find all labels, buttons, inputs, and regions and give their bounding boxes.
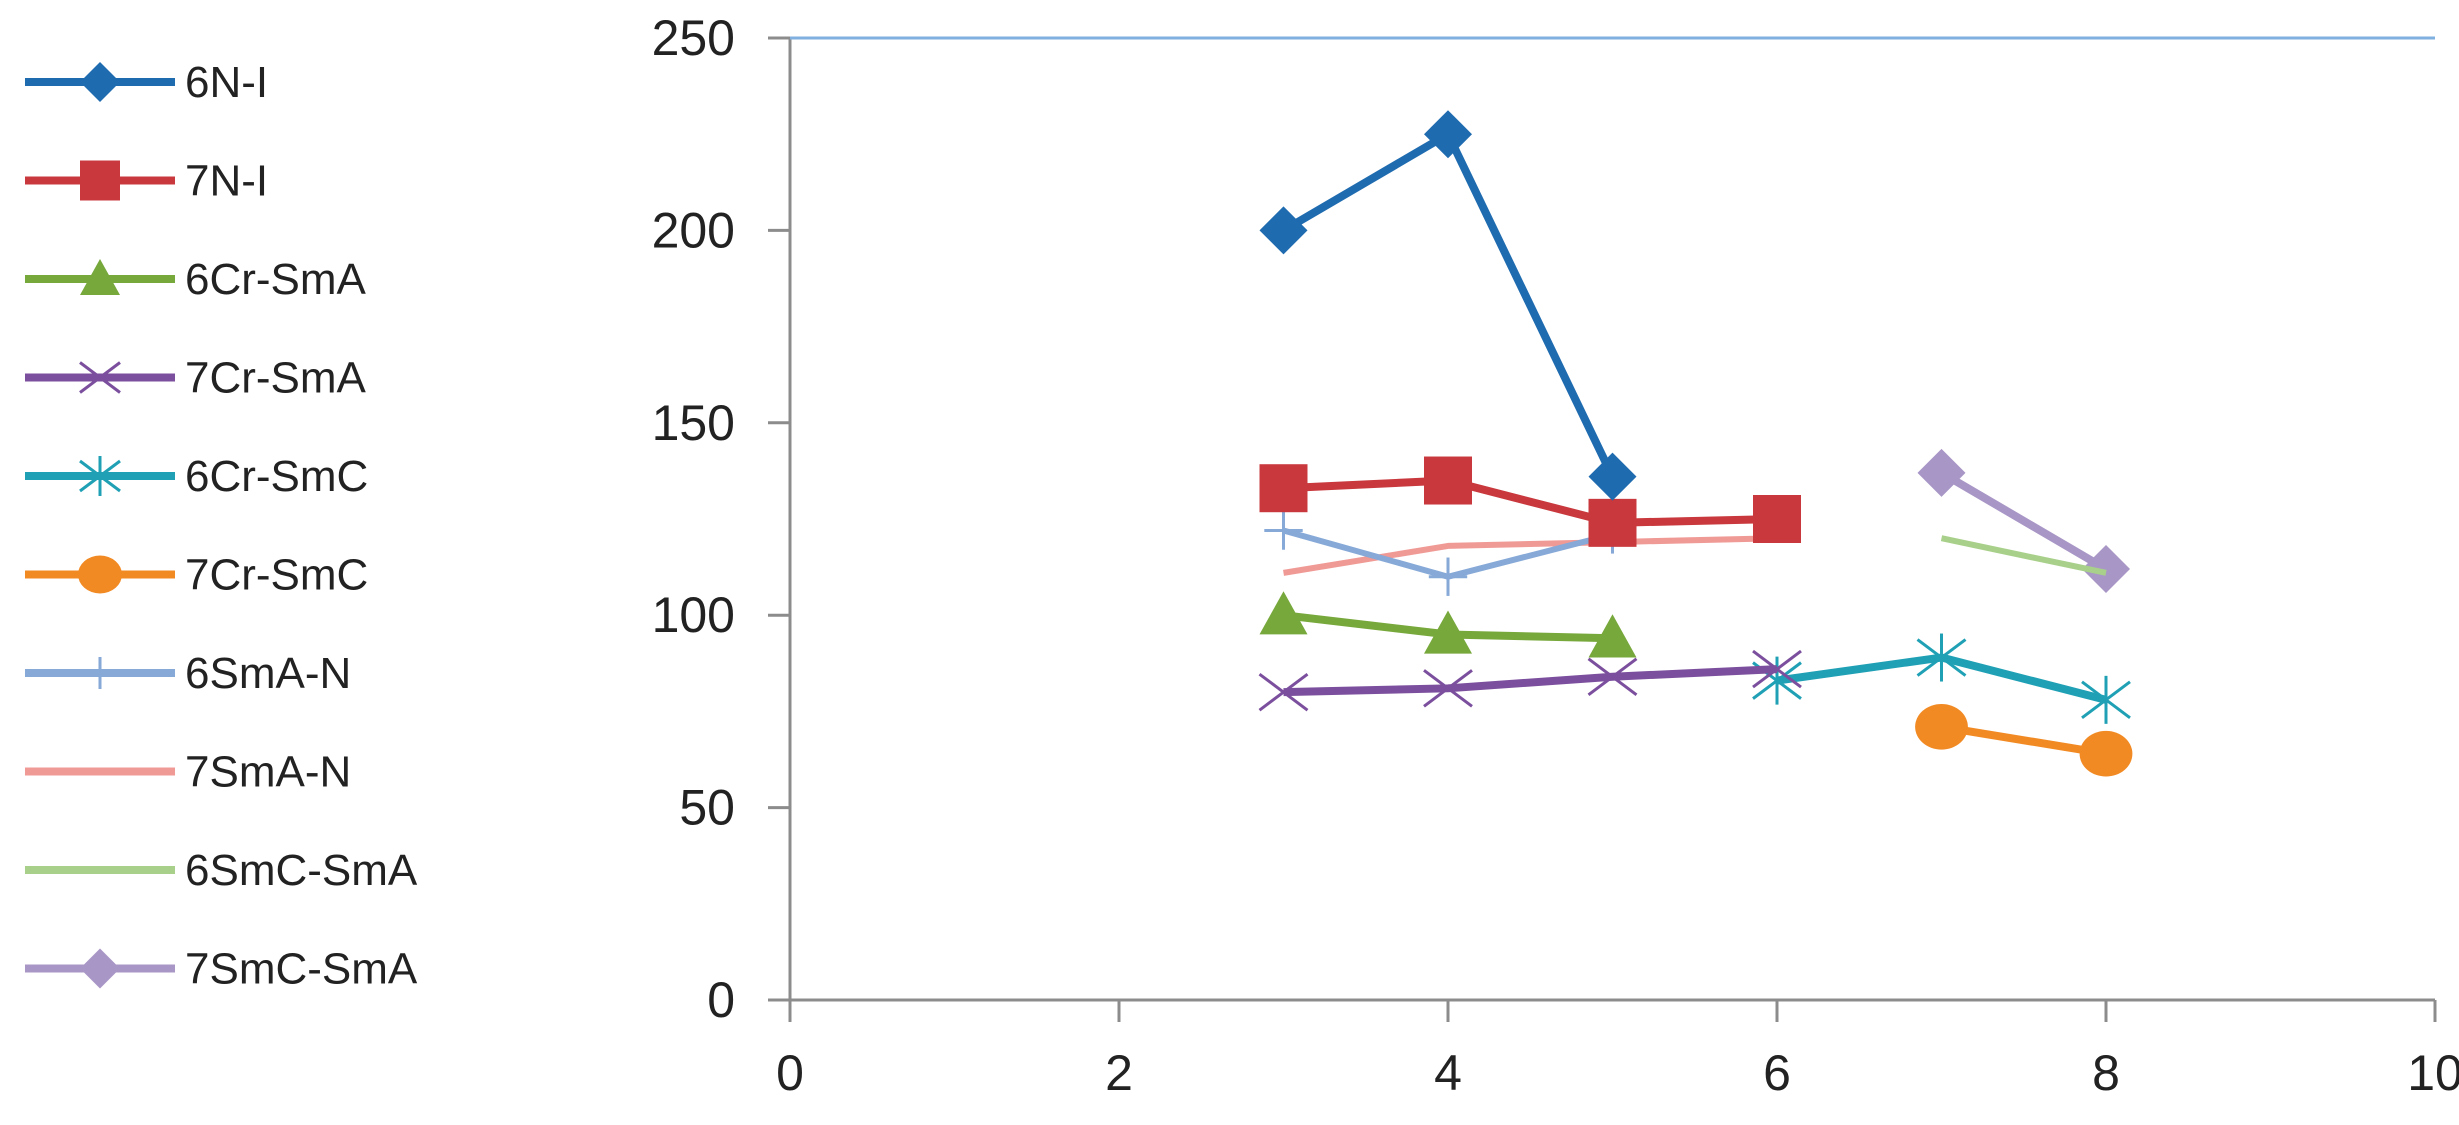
data-point-square: [80, 160, 120, 201]
series-6Cr-SmC: [1752, 633, 2131, 724]
x-tick-label: 4: [1434, 1045, 1462, 1101]
legend-item: 7Cr-SmC: [25, 551, 368, 600]
data-point-diamond: [1588, 452, 1637, 501]
data-point-circle: [1915, 703, 1968, 750]
chart-legend: 6N-I 7N-I 6Cr-SmA 7Cr-SmA 6Cr-SmC 7Cr-SmC 6SmA…: [25, 58, 418, 994]
series-7Cr-SmC: [1915, 703, 2133, 777]
series-7SmC-SmA: [1917, 448, 2130, 594]
chart-plot-area: [1258, 110, 2133, 777]
legend-label: 7SmC-SmA: [185, 945, 418, 994]
x-tick-label: 0: [776, 1045, 804, 1101]
data-point-x: [79, 361, 121, 394]
y-tick-label: 200: [652, 202, 735, 258]
legend-label: 6N-I: [185, 58, 268, 107]
legend-item: 6Cr-SmA: [25, 255, 367, 304]
series-6Cr-SmA: [1259, 591, 1637, 658]
data-point-square: [1753, 495, 1801, 543]
legend-label: 6SmC-SmA: [185, 846, 418, 895]
legend-label: 7SmA-N: [185, 748, 351, 797]
data-point-x: [1752, 649, 1802, 689]
data-point-triangle: [1588, 614, 1637, 658]
data-point-triangle: [1424, 610, 1472, 654]
series-line: [1940, 535, 2107, 576]
data-point-diamond: [1424, 110, 1472, 159]
legend-item: 7SmC-SmA: [25, 945, 418, 994]
data-point-square: [1424, 456, 1472, 505]
data-point-x: [1587, 657, 1638, 696]
legend-label: 7N-I: [185, 157, 268, 206]
data-point-diamond: [80, 948, 120, 989]
legend-item: 7SmA-N: [25, 748, 351, 797]
y-tick-label: 100: [652, 587, 735, 643]
data-point-square: [1259, 464, 1308, 513]
x-tick-label: 2: [1105, 1045, 1133, 1101]
series-line: [1283, 535, 1778, 576]
legend-label: 6Cr-SmC: [185, 452, 368, 501]
chart-axes: 0 50 100 150 200 250 0 2 4 6 8 10: [652, 10, 2459, 1101]
data-point-square: [1588, 498, 1637, 547]
series-7N-I: [1259, 456, 1801, 547]
legend-label: 6SmA-N: [185, 649, 351, 698]
legend-item: 6SmC-SmA: [25, 846, 418, 895]
x-tick-label: 6: [1763, 1045, 1791, 1101]
legend-item: 7N-I: [25, 157, 268, 206]
y-tick-label: 50: [679, 780, 735, 836]
y-tick-label: 250: [652, 10, 735, 66]
y-tick-label: 0: [707, 972, 735, 1028]
data-point-plus: [1428, 557, 1468, 596]
legend-item: 6Cr-SmC: [25, 452, 368, 501]
legend-label: 7Cr-SmC: [185, 551, 368, 600]
series-line: [1281, 130, 1617, 479]
series-6SmC-SmA: [1940, 535, 2107, 576]
series-6SmA-N: [1264, 511, 1632, 596]
x-tick-label: 10: [2407, 1045, 2459, 1101]
data-point-diamond: [1917, 448, 1966, 497]
data-point-plus: [84, 657, 116, 689]
legend-item: 7Cr-SmA: [25, 354, 367, 403]
series-line: [1283, 476, 1778, 527]
series-7SmA-N: [1283, 535, 1778, 576]
marker-stroke: [1258, 672, 1309, 712]
series-7Cr-SmA: [1258, 649, 1802, 712]
data-point-diamond: [2082, 545, 2130, 594]
data-point-star: [1916, 633, 1967, 682]
marker-stroke: [1752, 649, 1802, 689]
data-point-plus: [1264, 511, 1303, 550]
data-point-triangle: [1259, 591, 1308, 635]
data-point-x: [1258, 672, 1309, 712]
marker-stroke: [1423, 669, 1473, 708]
data-point-triangle: [80, 259, 120, 295]
series-line: [1939, 469, 2109, 573]
data-point-star: [79, 456, 121, 496]
legend-label: 6Cr-SmA: [185, 255, 367, 304]
series-6N-I: [1259, 110, 1637, 501]
data-point-circle: [2079, 730, 2133, 777]
data-point-circle: [78, 555, 122, 594]
series-line: [1940, 722, 2107, 758]
legend-item: 6SmA-N: [25, 649, 351, 698]
x-tick-label: 8: [2092, 1045, 2120, 1101]
legend-item: 6N-I: [25, 58, 268, 107]
y-tick-label: 150: [652, 395, 735, 451]
series-line: [1283, 665, 1778, 697]
data-point-diamond: [80, 62, 120, 102]
data-point-diamond: [1259, 206, 1308, 255]
legend-label: 7Cr-SmA: [185, 354, 367, 403]
marker-stroke: [1587, 657, 1638, 696]
marker-stroke: [79, 361, 121, 394]
data-point-star: [2081, 675, 2131, 724]
data-point-x: [1423, 669, 1473, 708]
